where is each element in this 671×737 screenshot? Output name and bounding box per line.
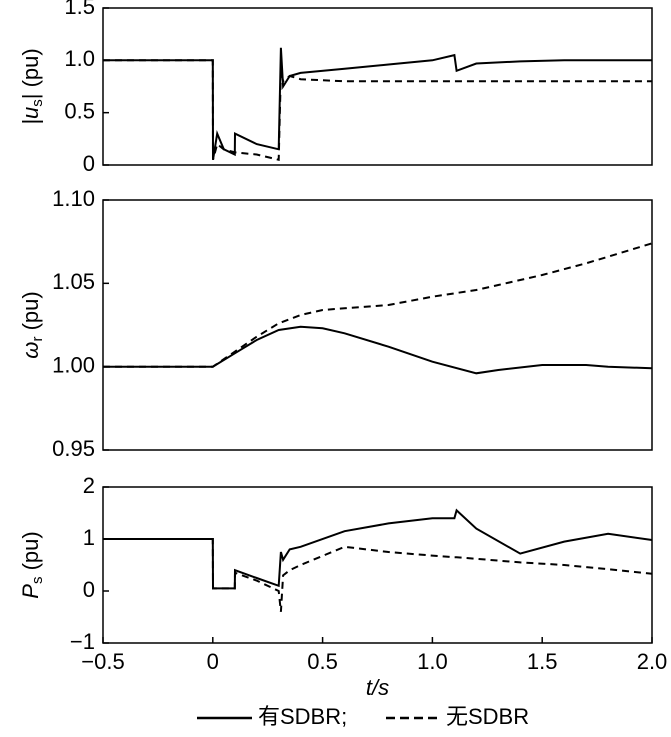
y-tick-label: 1.05 [52, 269, 95, 294]
y-tick-label: 1.5 [64, 0, 95, 19]
plot-frame [102, 199, 653, 451]
y-axis-label-part: r [29, 337, 46, 342]
y-axis-label: Ps (pu) [18, 531, 46, 598]
y-axis-label-part: P [18, 584, 43, 599]
series-line: 有SDBR; [103, 325, 653, 375]
y-axis-label: |us| (pu) [18, 48, 46, 124]
y-axis-label-part: (pu) [18, 531, 43, 576]
y-axis-label-part: | (pu) [18, 48, 43, 99]
x-tick-label: 2.0 [637, 649, 668, 674]
y-tick-label: 1.00 [52, 352, 95, 377]
x-tick-label: 1.5 [527, 649, 558, 674]
y-tick-label: −1 [70, 629, 95, 654]
y-axis-label: ωr (pu) [18, 291, 46, 358]
y-tick-label: 2 [83, 473, 95, 498]
x-tick-label: 0.5 [307, 649, 338, 674]
y-tick-label: 1 [83, 525, 95, 550]
series-line: 无SDBR [103, 538, 653, 612]
series-line: 无SDBR [103, 59, 652, 162]
y-axis-label-part: s [29, 99, 46, 107]
y-tick-label: 1.0 [64, 46, 95, 71]
series-line: 有SDBR; [103, 47, 652, 160]
x-tick-label: −0.5 [81, 649, 124, 674]
y-tick-label: 0.95 [52, 436, 95, 461]
y-axis-label-part: |u [18, 107, 43, 125]
series-line: 无SDBR [103, 242, 653, 368]
x-axis-label: t/s [366, 675, 389, 700]
x-tick-label: 0 [207, 649, 219, 674]
legend-label: 有SDBR; [258, 704, 347, 729]
y-tick-label: 0 [83, 151, 95, 176]
series-line: 有SDBR; [103, 508, 653, 590]
legend-label: 无SDBR [446, 704, 529, 729]
y-tick-label: 0 [83, 577, 95, 602]
y-axis-label-part: s [29, 577, 46, 585]
y-tick-label: 0.5 [64, 98, 95, 123]
plot-frame [102, 486, 653, 644]
y-axis-label-part: (pu) [18, 291, 43, 336]
y-tick-label: 1.10 [52, 186, 95, 211]
y-axis-label-part: ω [18, 342, 43, 359]
x-tick-label: 1.0 [417, 649, 448, 674]
plot-frame [102, 7, 653, 166]
